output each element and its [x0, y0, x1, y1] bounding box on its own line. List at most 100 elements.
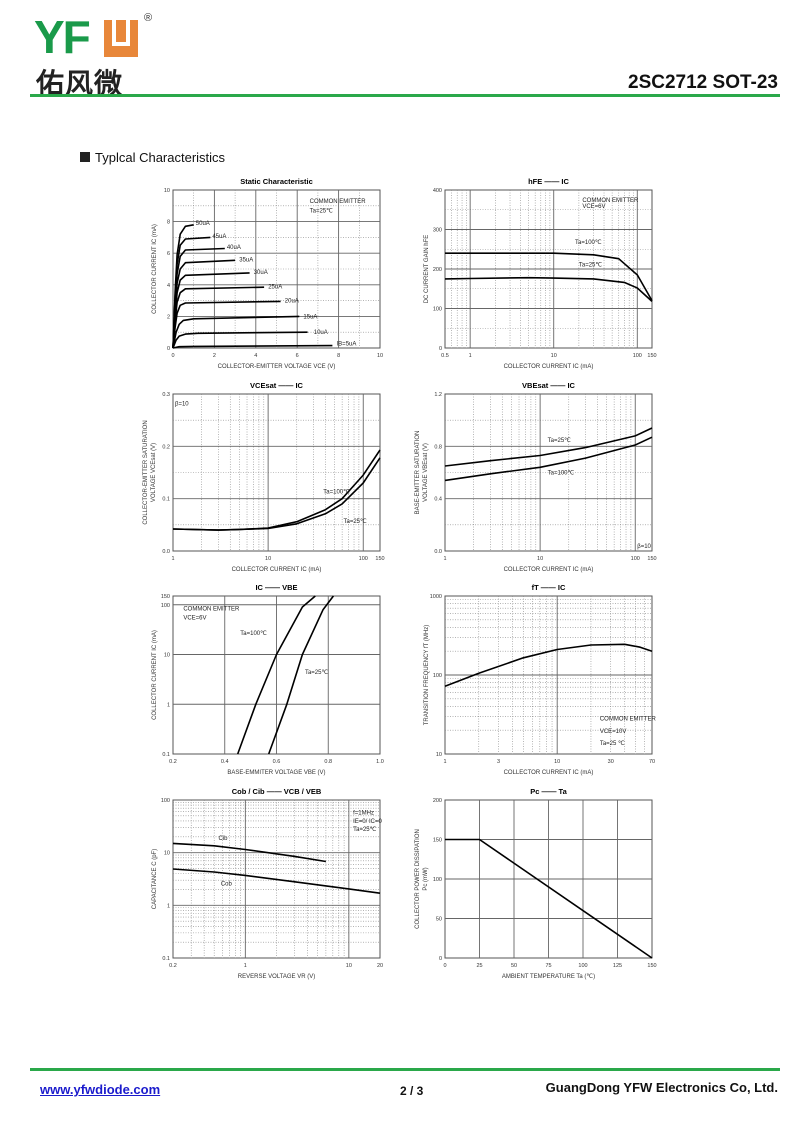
x-axis-label: COLLECTOR CURRENT IC (mA)	[504, 364, 594, 370]
chart-title: IC —— VBE	[255, 583, 297, 592]
series-label: 35uA	[239, 258, 253, 264]
series-line	[172, 457, 381, 531]
chart-8: 0 25 50 75 100 125 150 0 50 100 150 200 Pc —— Ta AMBI…	[415, 787, 657, 980]
x-tick-label: 1	[443, 556, 446, 562]
x-tick-label: 25	[476, 963, 482, 969]
chart-title: hFE —— IC	[528, 177, 569, 186]
y-tick-label: 200	[433, 798, 442, 804]
y-axis-label: VOLTAGE VBEsat (V)	[423, 443, 429, 502]
series-label: 50uA	[196, 221, 210, 227]
chart-title: Cob / Cib —— VCB / VEB	[232, 787, 322, 796]
x-tick-label: 100	[359, 556, 368, 562]
part-number-title: 2SC2712 SOT-23	[628, 72, 778, 93]
y-tick-label: 1.2	[434, 392, 442, 398]
chart-3: 1 10 100 150 0.0 0.1 0.2 0.3 VCEsat —— IC COLLECT…	[143, 381, 385, 573]
y-tick-label: 0.0	[162, 549, 170, 555]
chart-annotation: f=1MHz	[353, 810, 374, 816]
x-axis-label: AMBIENT TEMPERATURE Ta (℃)	[502, 974, 595, 980]
x-tick-label: 10	[551, 353, 557, 359]
y-tick-label: 0.0	[434, 549, 442, 555]
chart-annotation: Ta=25 ℃	[600, 741, 625, 747]
series-line	[172, 344, 333, 349]
y-axis-label: DC CURRENT GAIN hFE	[424, 235, 430, 304]
y-tick-label: 0	[439, 346, 442, 352]
y-tick-label: 1000	[430, 594, 442, 600]
chart-annotation: β=10	[637, 544, 651, 550]
chart-title: VCEsat —— IC	[250, 381, 304, 390]
chart-annotation: COMMON EMITTER	[183, 606, 240, 612]
series-label: 10uA	[314, 330, 328, 336]
y-tick-label: 150	[433, 838, 442, 844]
x-axis-label: COLLECTOR CURRENT IC (mA)	[232, 567, 322, 573]
x-tick-label: 3	[497, 759, 500, 765]
y-tick-label: 400	[433, 188, 442, 194]
y-tick-label: 0.3	[162, 392, 170, 398]
section-heading: Typlcal Characteristics	[80, 150, 225, 165]
series-label: Cib	[218, 836, 228, 842]
x-tick-label: 1	[171, 556, 174, 562]
y-axis-label: COLLECTOR CURRENT IC (mA)	[152, 630, 158, 720]
x-tick-label: 75	[545, 963, 551, 969]
x-tick-label: 100	[578, 963, 587, 969]
x-axis-label: REVERSE VOLTAGE VR (V)	[238, 974, 315, 980]
chart-title: fT —— IC	[532, 583, 566, 592]
chart-2: 0.5 1 10 100 150 0 100 200 300 400 hFE —— IC COLLEC…	[424, 177, 657, 370]
chart-4: 1 10 100 150 0.0 0.4 0.8 1.2 VBEsat —— IC COLLECT…	[415, 381, 657, 573]
website-link[interactable]: www.yfwdiode.com	[40, 1082, 161, 1097]
y-axis-label: CAPACITANCE C (pF)	[152, 849, 158, 909]
chart-title: Static Characteristic	[240, 177, 313, 186]
x-tick-label: 1	[443, 759, 446, 765]
x-tick-label: 150	[647, 963, 656, 969]
series-line	[444, 276, 653, 302]
series-line	[444, 427, 653, 467]
y-tick-label: 0.8	[434, 444, 442, 450]
y-tick-label: 150	[161, 594, 170, 600]
y-tick-label: 4	[167, 283, 170, 289]
logo-yf-text: YF	[34, 11, 91, 63]
x-tick-label: 10	[537, 556, 543, 562]
x-tick-label: 150	[647, 353, 656, 359]
y-axis-label: Pc (mW)	[423, 867, 429, 890]
series-line	[172, 331, 308, 349]
x-axis-label: BASE-EMMITER VOLTAGE VBE (V)	[227, 770, 325, 776]
x-tick-label: 125	[613, 963, 622, 969]
series-label: 30uA	[254, 270, 268, 276]
y-tick-label: 100	[433, 307, 442, 313]
series-line	[236, 595, 316, 755]
bullet-square-icon	[80, 152, 90, 162]
y-tick-label: 300	[433, 228, 442, 234]
x-tick-label: 0	[171, 353, 174, 359]
y-tick-label: 6	[167, 251, 170, 257]
chart-1: 0 2 4 6 8 10 0 2 4 6 8 10 Static Characteristic COLLE…	[152, 177, 383, 370]
chart-annotation: COMMON EMITTER	[310, 199, 367, 205]
x-tick-label: 1	[469, 353, 472, 359]
series-label: Ta=25℃	[344, 519, 368, 525]
x-tick-label: 0.5	[441, 353, 449, 359]
y-tick-label: 200	[433, 267, 442, 273]
y-tick-label: 1	[167, 702, 170, 708]
y-tick-label: 10	[164, 188, 170, 194]
y-axis-label: TRANSITION FREQUENCY fT (MHz)	[424, 625, 430, 725]
chart-annotation: VCE=6V	[183, 616, 206, 622]
y-tick-label: 1	[167, 903, 170, 909]
chart-annotation: VCE=6V	[582, 204, 605, 210]
y-tick-label: 0.2	[162, 444, 170, 450]
series-label: 25uA	[268, 284, 282, 290]
series-line	[172, 315, 300, 349]
chart-7: 0.2 1 10 20 0.1 1 10 100 Cob / Cib —— VCB / VEB R…	[152, 787, 383, 980]
registered-mark: ®	[144, 12, 153, 24]
series-label: 15uA	[303, 314, 317, 320]
x-tick-label: 8	[337, 353, 340, 359]
series-label: Cob	[221, 881, 233, 887]
x-tick-label: 0	[443, 963, 446, 969]
x-tick-label: 4	[254, 353, 257, 359]
series-line	[172, 842, 327, 863]
x-axis-label: COLLECTOR-EMITTER VOLTAGE VCE (V)	[218, 364, 336, 370]
y-tick-label: 0.1	[162, 752, 170, 758]
logo-w-mark	[104, 20, 138, 57]
x-tick-label: 100	[631, 556, 640, 562]
x-tick-label: 70	[649, 759, 655, 765]
x-tick-label: 0.2	[169, 963, 177, 969]
x-tick-label: 0.4	[221, 759, 229, 765]
